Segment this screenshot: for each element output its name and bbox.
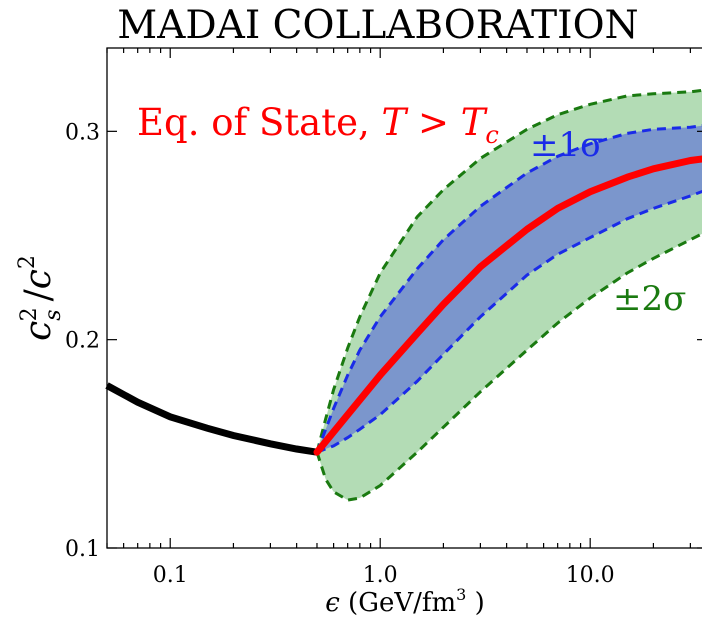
two-sigma-label: ±2σ	[613, 279, 686, 319]
x-tick-label: 10.0	[566, 563, 615, 588]
two-sigma-lower-edge	[315, 232, 702, 502]
x-label-eps: ϵ	[325, 588, 340, 618]
x-label-units: (GeV/fm	[340, 588, 456, 618]
x-tick-label: 0.1	[153, 563, 188, 588]
hadron-gas-line	[105, 382, 318, 456]
y-label-sup2: 2	[15, 255, 40, 269]
eos-annotation: Eq. of State, T > Tc	[137, 101, 499, 149]
one-sigma-upper-edge	[315, 124, 702, 453]
y-label-cs: c	[18, 321, 59, 341]
y-label-c: c	[18, 269, 59, 289]
x-axis-label: ϵ (GeV/fm3 )	[325, 585, 485, 618]
chart-title: MADAI COLLABORATION	[117, 3, 638, 48]
eos-annotation-text: Eq. of State,	[137, 101, 382, 144]
axes-frame	[106, 47, 702, 549]
eos-annotation-math: T > T	[382, 101, 488, 144]
y-tick-label: 0.1	[65, 537, 100, 562]
x-label-close: )	[466, 588, 484, 618]
eos-line	[313, 155, 702, 456]
plot-area	[105, 88, 702, 502]
axis-ticks: 0.1 1.0 10.0 0.1 0.2 0.3	[65, 48, 702, 588]
y-label-slash: /	[18, 288, 59, 301]
y-label-sup: 2	[17, 307, 42, 321]
x-tick-label: 1.0	[363, 563, 398, 588]
y-axis-label: cs2/c2	[15, 255, 66, 341]
x-label-sup: 3	[456, 585, 466, 604]
one-sigma-lower-edge	[316, 189, 702, 454]
eos-annotation-sub: c	[485, 121, 498, 149]
y-label-sub: s	[41, 309, 66, 320]
one-sigma-label: ±1σ	[530, 125, 603, 165]
one-sigma-band	[317, 125, 702, 453]
two-sigma-upper-edge	[315, 88, 702, 453]
y-tick-label: 0.3	[65, 120, 100, 145]
y-tick-label: 0.2	[65, 329, 100, 354]
